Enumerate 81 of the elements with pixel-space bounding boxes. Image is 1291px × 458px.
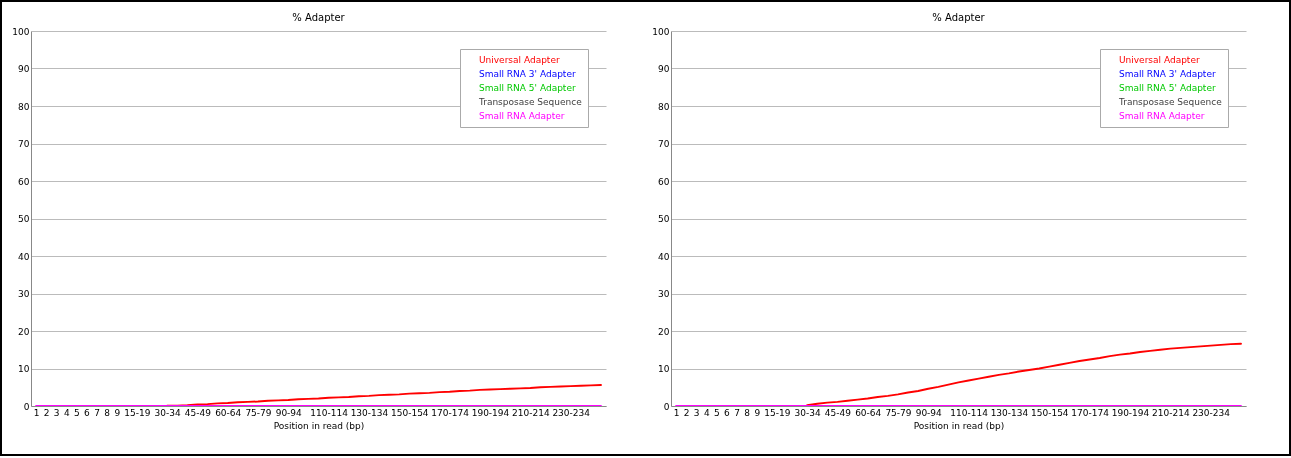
x-tick-label: 170-174 [431,407,470,418]
x-tick-label: 150-154 [390,407,429,418]
x-tick-label: 130-134 [350,407,389,418]
y-tick-label: 60 [18,176,30,187]
y-tick-label: 10 [658,364,670,374]
x-tick-label: 90-94 [275,407,303,418]
x-tick-label: 210-214 [1152,407,1190,418]
legend-label: Transposase Sequence [478,96,583,107]
x-axis-title: Position in read (bp) [913,420,1005,431]
x-tick-label: 1 [33,407,40,418]
y-tick-label: 30 [18,289,30,299]
x-tick-label: 5 [714,407,720,418]
x-tick-label: 45-49 [184,407,212,418]
x-tick-label: 75-79 [885,407,912,418]
y-tick-label: 10 [18,364,30,374]
y-tick-label: 100 [12,26,30,37]
text: Small RNA Adapter [479,110,565,121]
x-tick-label: 3 [53,407,60,418]
x-tick-label: 75-79 [245,407,272,418]
x-tick-label: 130-134 [990,407,1029,418]
y-tick-label: 0 [23,401,30,412]
y-tick-label: 90 [18,64,30,74]
x-tick-label: 230-234 [552,407,591,418]
x-tick-label: 30-34 [154,407,182,418]
y-tick-label: 20 [18,326,30,337]
y-tick-label: 60 [658,176,670,187]
x-tick-label: 60-64 [855,407,882,418]
x-tick-label: 190-194 [471,407,510,418]
x-tick-label: 110-114 [310,407,349,418]
chart-title: % Adapter [292,12,346,23]
chart-title: % Adapter [932,12,986,23]
x-tick-label: 90-94 [915,407,943,418]
legend-label: Small RNA 5' Adapter [1119,82,1216,93]
x-tick-label: 30-34 [794,407,822,418]
x-tick-label: 45-49 [824,407,852,418]
x-tick-label: 6 [724,407,731,418]
x-axis-title: Position in read (bp) [273,420,365,431]
x-tick-label: 7 [94,407,100,418]
x-tick-label: 15-19 [764,407,791,418]
y-tick-label: 0 [663,401,670,412]
y-tick-label: 80 [658,101,670,112]
legend-label: Small RNA 3' Adapter [1119,68,1216,79]
text: Small RNA Adapter [1119,110,1205,121]
legend-label: Small RNA 3' Adapter [479,68,576,79]
x-tick-label: 9 [754,407,761,418]
x-tick-label: 6 [84,407,91,418]
y-tick-label: 50 [18,214,30,224]
x-tick-label: 5 [74,407,80,418]
x-tick-label: 2 [43,407,50,418]
x-tick-label: 190-194 [1111,407,1150,418]
x-tick-label: 8 [104,407,111,418]
x-tick-label: 7 [734,407,740,418]
y-tick-label: 70 [658,139,670,149]
y-tick-label: 90 [658,64,670,74]
y-tick-label: 80 [18,101,30,112]
x-tick-label: 2 [683,407,690,418]
x-tick-label: 3 [693,407,700,418]
y-tick-label: 70 [18,139,30,149]
x-tick-label: 1 [673,407,680,418]
line-series [806,342,1242,406]
y-tick-label: 50 [658,214,670,224]
x-tick-label: 150-154 [1030,407,1069,418]
y-tick-label: 100 [652,26,670,37]
x-tick-label: 60-64 [215,407,242,418]
y-tick-label: 40 [18,251,30,262]
x-tick-label: 8 [744,407,751,418]
x-tick-label: 15-19 [124,407,151,418]
x-tick-label: 110-114 [950,407,989,418]
x-tick-label: 230-234 [1192,407,1231,418]
x-tick-label: 170-174 [1071,407,1110,418]
x-tick-label: 4 [63,407,70,418]
y-tick-label: 40 [658,251,670,262]
legend-label: Transposase Sequence [1118,96,1223,107]
y-tick-label: 20 [658,326,670,337]
text: Universal Adapter [479,54,560,65]
x-tick-label: 9 [114,407,121,418]
legend-label: Small RNA 5' Adapter [479,82,576,93]
x-tick-label: 4 [703,407,710,418]
y-tick-label: 30 [658,289,670,299]
x-tick-label: 210-214 [512,407,550,418]
text: Universal Adapter [1119,54,1200,65]
